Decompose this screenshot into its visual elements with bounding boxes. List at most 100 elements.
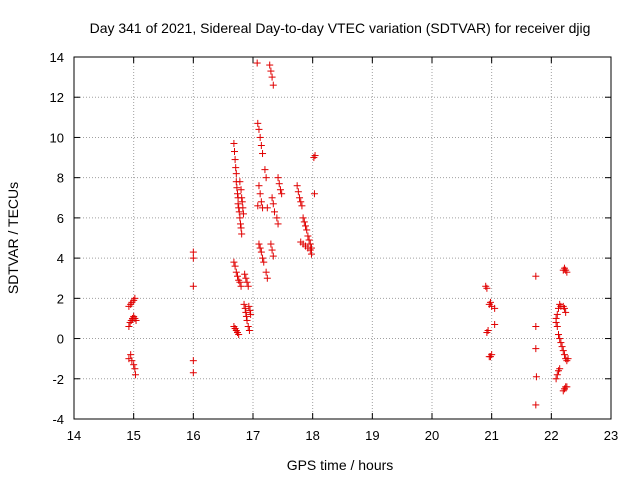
data-point xyxy=(257,198,265,206)
data-point xyxy=(311,152,319,160)
data-point xyxy=(293,182,301,190)
data-point xyxy=(552,375,560,383)
data-point xyxy=(257,248,265,256)
chart-title: Day 341 of 2021, Sidereal Day-to-day VTE… xyxy=(90,20,591,36)
data-point xyxy=(270,208,278,216)
plot-frame xyxy=(73,56,612,420)
data-point xyxy=(554,331,562,339)
data-point xyxy=(254,202,262,210)
data-point xyxy=(247,310,255,318)
data-point xyxy=(128,357,136,365)
x-tick-label: 15 xyxy=(126,428,140,443)
data-point xyxy=(242,274,250,282)
data-point xyxy=(552,318,560,326)
data-point xyxy=(563,268,571,276)
data-point xyxy=(304,232,312,240)
data-point xyxy=(244,322,252,330)
data-point xyxy=(231,148,239,156)
y-tick-label: -2 xyxy=(52,372,64,387)
data-point xyxy=(231,262,239,270)
data-point xyxy=(230,139,238,147)
data-point xyxy=(275,180,283,188)
data-point xyxy=(483,284,491,292)
data-point xyxy=(255,125,263,133)
data-point xyxy=(261,166,269,174)
data-point xyxy=(236,278,244,286)
data-point xyxy=(268,246,276,254)
data-point xyxy=(131,365,139,373)
data-point xyxy=(556,365,564,373)
data-point xyxy=(532,272,540,280)
data-point xyxy=(234,200,242,208)
data-point xyxy=(259,150,267,158)
y-tick-label: 6 xyxy=(57,211,64,226)
data-point xyxy=(560,304,568,312)
data-point xyxy=(268,73,276,81)
data-point xyxy=(267,240,275,248)
data-point xyxy=(274,174,282,182)
data-point xyxy=(488,351,496,359)
data-point xyxy=(131,371,139,379)
data-point xyxy=(127,351,135,359)
data-point xyxy=(262,268,270,276)
data-point xyxy=(256,133,264,141)
data-point xyxy=(241,304,249,312)
data-point xyxy=(237,224,245,232)
data-point xyxy=(306,246,314,254)
data-point xyxy=(296,194,304,202)
data-point xyxy=(230,258,238,266)
data-point xyxy=(266,61,274,69)
y-tick-label: 8 xyxy=(57,171,64,186)
data-point xyxy=(242,308,250,316)
data-point xyxy=(189,357,197,365)
data-point xyxy=(189,369,197,377)
data-point xyxy=(563,383,571,391)
data-point xyxy=(237,282,245,290)
data-point xyxy=(276,186,284,194)
data-point xyxy=(256,190,264,198)
data-point xyxy=(243,278,251,286)
x-tick-label: 20 xyxy=(425,428,439,443)
data-point xyxy=(245,327,253,335)
data-point xyxy=(532,345,540,353)
axis-ticks: 14 15 16 17 18 19 20 21 22 23 -4 -2 0 2 4 6 8 10 12 14 xyxy=(50,50,619,443)
data-point xyxy=(238,230,246,238)
data-point xyxy=(235,331,243,339)
data-point xyxy=(189,282,197,290)
data-point xyxy=(298,202,306,210)
data-point xyxy=(556,335,564,343)
data-point xyxy=(560,351,568,359)
data-point xyxy=(532,401,540,409)
data-point xyxy=(274,220,282,228)
data-point xyxy=(273,214,281,222)
data-point xyxy=(553,371,561,379)
data-point xyxy=(244,282,252,290)
data-point xyxy=(491,304,499,312)
data-point xyxy=(310,190,318,198)
data-point xyxy=(269,252,277,260)
data-point xyxy=(254,119,262,127)
data-point xyxy=(132,316,140,324)
data-point xyxy=(242,312,250,320)
data-point xyxy=(239,210,247,218)
data-point xyxy=(237,186,245,194)
x-tick-label: 18 xyxy=(305,428,319,443)
data-point xyxy=(236,214,244,222)
x-tick-label: 23 xyxy=(604,428,618,443)
data-point xyxy=(232,268,240,276)
data-point xyxy=(486,298,494,306)
data-point xyxy=(238,194,246,202)
data-point xyxy=(263,204,271,212)
data-point xyxy=(558,343,566,351)
x-tick-label: 22 xyxy=(544,428,558,443)
data-point xyxy=(236,220,244,228)
data-point xyxy=(302,222,310,230)
data-point xyxy=(256,244,264,252)
data-points xyxy=(125,59,572,409)
x-tick-label: 19 xyxy=(365,428,379,443)
x-tick-label: 14 xyxy=(67,428,81,443)
y-tick-label: 12 xyxy=(50,90,64,105)
data-point xyxy=(559,347,567,355)
data-point xyxy=(532,373,540,381)
